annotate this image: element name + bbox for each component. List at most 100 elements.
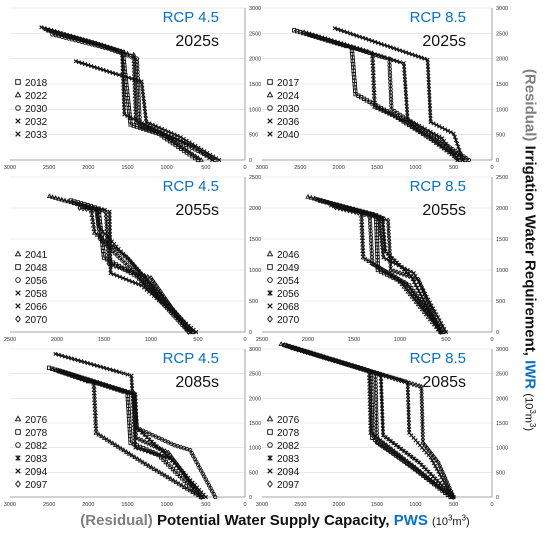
data-point: [308, 194, 314, 200]
data-point: [413, 53, 418, 58]
data-point: [437, 124, 442, 129]
data-point: [382, 42, 387, 48]
data-point: [59, 196, 65, 202]
data-point: [414, 295, 420, 301]
data-point: [107, 225, 112, 230]
data-point: [442, 127, 448, 132]
legend-marker: [15, 315, 21, 323]
legend-label: 2040: [277, 130, 300, 141]
data-point: [151, 466, 157, 471]
y-axis-title-abbr: IWR: [521, 360, 539, 390]
data-point: [332, 26, 337, 31]
data-point: [172, 132, 177, 137]
data-point: [425, 57, 430, 62]
data-point: [162, 472, 168, 478]
legend-label: 2083: [277, 454, 300, 465]
panel-3: 2500 2000 1500 1000 500 00 500 1000 1500 2000 2500…: [4, 175, 261, 343]
x-tick-label: 0: [490, 502, 493, 508]
data-point: [133, 442, 138, 447]
data-point: [365, 212, 371, 219]
x-tick-label: 3000: [256, 165, 268, 171]
x-tick-label: 1000: [161, 165, 173, 171]
y-tick-label: 1000: [249, 107, 261, 113]
data-point: [105, 382, 110, 389]
data-point: [133, 417, 138, 424]
data-point: [151, 442, 156, 449]
data-point: [109, 261, 115, 268]
legend-label: 2066: [25, 302, 48, 313]
data-point: [120, 387, 126, 394]
data-point: [379, 41, 384, 47]
legend-label: 2097: [277, 480, 300, 491]
legend-marker: [15, 131, 21, 137]
data-point: [345, 361, 350, 368]
data-point: [341, 360, 347, 367]
data-point: [117, 370, 122, 375]
data-point: [354, 46, 359, 51]
data-point: [440, 125, 445, 130]
data-point: [143, 116, 148, 121]
data-point: [397, 60, 403, 65]
data-point: [120, 56, 125, 61]
data-point: [360, 35, 365, 40]
data-point: [425, 445, 430, 452]
data-point: [295, 346, 300, 353]
x-tick-label: 2500: [294, 165, 306, 171]
data-point: [82, 62, 88, 67]
data-point: [375, 105, 381, 110]
data-point: [98, 364, 103, 369]
data-point: [130, 386, 135, 391]
data-point: [457, 157, 463, 162]
data-point: [364, 98, 370, 103]
data-point: [446, 149, 453, 155]
data-point: [61, 32, 67, 37]
data-point: [179, 143, 185, 149]
data-point: [107, 69, 112, 75]
data-point: [120, 52, 125, 57]
data-point: [112, 442, 119, 447]
data-point: [400, 271, 406, 278]
data-point: [56, 195, 62, 201]
data-point: [443, 141, 449, 146]
data-point: [422, 442, 428, 449]
data-point: [405, 390, 411, 395]
data-point: [130, 279, 135, 284]
data-point: [363, 256, 369, 262]
data-point: [121, 102, 127, 107]
data-point: [120, 69, 125, 74]
data-point: [104, 223, 109, 230]
data-point: [455, 157, 460, 163]
data-point: [142, 106, 147, 111]
series-2040: [332, 26, 465, 163]
y-tick-label: 1500: [496, 421, 508, 427]
data-point: [120, 59, 125, 64]
data-point: [348, 31, 353, 36]
period-label: 2085s: [175, 374, 219, 391]
data-point: [104, 230, 110, 237]
legend-marker: [14, 91, 22, 98]
data-point: [163, 128, 168, 133]
data-point: [120, 66, 125, 71]
data-point: [79, 359, 84, 364]
data-point: [165, 455, 170, 460]
data-point: [176, 141, 182, 147]
data-point: [98, 66, 103, 72]
legend-label: 2018: [25, 78, 48, 89]
data-point: [136, 436, 142, 443]
y-tick-label: 2000: [496, 57, 508, 63]
data-point: [100, 43, 105, 48]
data-point: [335, 358, 341, 365]
data-point: [126, 450, 132, 456]
legend-label: 2094: [277, 467, 300, 478]
legend-marker: [15, 480, 21, 488]
data-point: [409, 464, 414, 469]
y-tick-label: 2000: [249, 57, 261, 63]
data-point: [217, 157, 222, 163]
data-point: [151, 126, 157, 131]
data-point: [438, 329, 443, 335]
data-point: [90, 378, 95, 385]
data-point: [328, 203, 334, 208]
data-point: [356, 209, 361, 216]
data-point: [129, 373, 134, 378]
data-point: [184, 485, 190, 491]
